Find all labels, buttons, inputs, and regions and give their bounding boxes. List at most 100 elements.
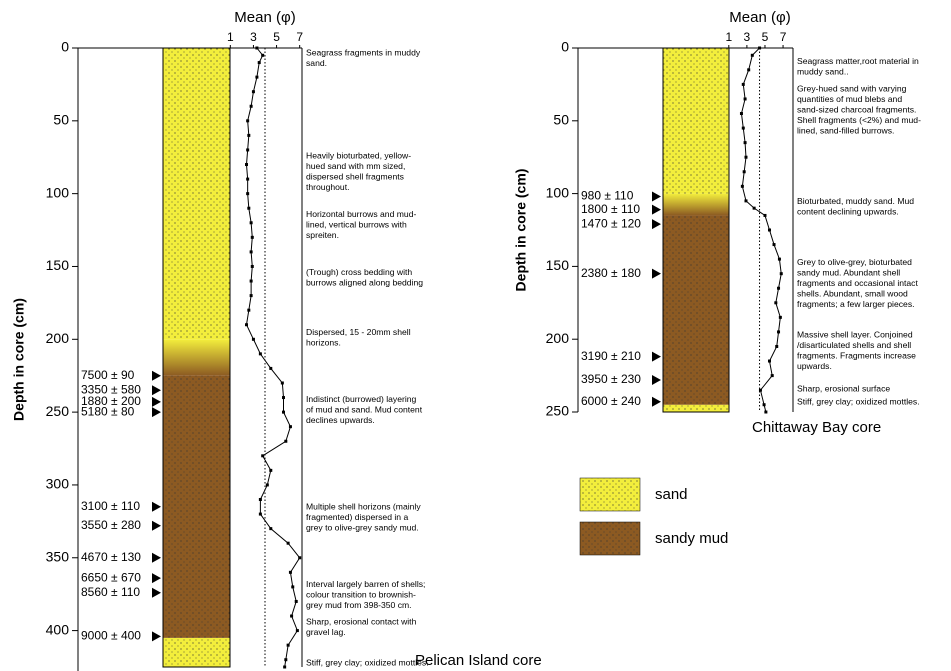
y-tick-label: 150 <box>546 257 570 273</box>
description-line: fragments. Fragments increase <box>797 351 916 361</box>
description: Heavily bioturbated, yellow-hued sand wi… <box>306 151 411 193</box>
mean-point <box>246 119 249 122</box>
mean-point <box>255 47 258 50</box>
mean-point <box>252 338 255 341</box>
description: Massive shell layer. Conjoined/disarticu… <box>797 330 916 372</box>
description-line: fragments; a few larger pieces. <box>797 299 915 309</box>
mean-point <box>261 54 264 57</box>
description-line: sand-sized charcoal fragments. <box>797 105 916 115</box>
description-line: lined, vertical burrows with <box>306 219 407 229</box>
description: Stiff, grey clay; oxidized mottles. <box>797 397 920 407</box>
mean-point <box>266 483 269 486</box>
description-line: of mud and sand. Mud content <box>306 404 423 414</box>
description-line: Stiff, grey clay; oxidized mottles. <box>306 658 429 668</box>
description-line: declines upwards. <box>306 415 375 425</box>
mean-line <box>247 48 300 667</box>
description-line: sandy mud. Abundant shell <box>797 267 900 277</box>
mean-point <box>258 61 261 64</box>
mean-point <box>245 323 248 326</box>
y-tick-label: 100 <box>546 184 570 200</box>
y-tick-label: 150 <box>46 257 70 273</box>
mean-point <box>747 68 750 71</box>
description-line: gravel lag. <box>306 627 346 637</box>
date-label: 980 ± 110 <box>581 189 634 203</box>
mean-point <box>247 207 250 210</box>
date-label: 4670 ± 130 <box>81 550 141 564</box>
description-line: Indistinct (burrowed) layering <box>306 394 417 404</box>
description-line: Massive shell layer. Conjoined <box>797 330 913 340</box>
mean-point <box>250 280 253 283</box>
x-axis-label: Mean (φ) <box>729 9 790 26</box>
date-label: 7500 ± 90 <box>81 368 135 382</box>
date-arrow <box>152 397 161 407</box>
mean-point <box>255 76 258 79</box>
description: Stiff, grey clay; oxidized mottles. <box>306 658 429 668</box>
mean-point <box>287 644 290 647</box>
y-tick-label: 300 <box>46 476 70 492</box>
mean-point <box>298 556 301 559</box>
mean-point <box>250 294 253 297</box>
x-tick-label: 1 <box>725 30 732 44</box>
mean-point <box>269 367 272 370</box>
description-line: horizons. <box>306 337 341 347</box>
mean-point <box>291 585 294 588</box>
mean-point <box>284 658 287 661</box>
description-line: dispersed shell fragments <box>306 172 404 182</box>
y-tick-label: 0 <box>61 39 69 55</box>
mean-point <box>777 330 780 333</box>
mean-line <box>741 48 781 412</box>
sand-texture <box>163 638 230 667</box>
mean-point <box>744 199 747 202</box>
x-tick-label: 5 <box>273 30 280 44</box>
y-tick-label: 250 <box>546 403 570 419</box>
description-line: /disarticulated shells and shell <box>797 340 911 350</box>
y-tick-label: 50 <box>53 112 69 128</box>
description: Multiple shell horizons (mainlyfragmente… <box>306 502 421 533</box>
description-line: Heavily bioturbated, yellow- <box>306 151 411 161</box>
y-tick-label: 400 <box>46 621 70 637</box>
x-tick-label: 7 <box>296 30 303 44</box>
sand-texture <box>663 405 729 412</box>
legend-label: sandy mud <box>655 530 728 547</box>
description: Sharp, erosional surface <box>797 384 890 394</box>
description-line: throughout. <box>306 182 349 192</box>
description-line: Stiff, grey clay; oxidized mottles. <box>797 397 920 407</box>
description-line: Grey to olive-grey, bioturbated <box>797 257 912 267</box>
mean-point <box>246 178 249 181</box>
mean-point <box>768 229 771 232</box>
description: Sharp, erosional contact withgravel lag. <box>306 617 417 638</box>
description: Horizontal burrows and mud-lined, vertic… <box>306 209 416 240</box>
page: 0501001502002503003504001357Mean (φ)Dept… <box>0 0 951 671</box>
mean-point <box>774 301 777 304</box>
mean-point <box>744 156 747 159</box>
mean-point <box>281 381 284 384</box>
mean-point <box>259 513 262 516</box>
mud-texture <box>163 376 230 638</box>
description: Grey-hued sand with varyingquantities of… <box>797 84 921 136</box>
mean-point <box>246 192 249 195</box>
mean-point <box>247 134 250 137</box>
date-arrow <box>652 219 661 229</box>
mean-point <box>743 170 746 173</box>
mean-point <box>778 258 781 261</box>
y-tick-label: 350 <box>46 548 70 564</box>
y-tick-label: 200 <box>546 330 570 346</box>
date-arrow <box>652 205 661 215</box>
description-line: lined, sand-filled burrows. <box>797 126 894 136</box>
mean-point <box>777 287 780 290</box>
x-axis-label: Mean (φ) <box>234 9 295 26</box>
date-arrow <box>152 553 161 563</box>
date-label: 6650 ± 670 <box>81 570 141 584</box>
core-title: Pelican Island core <box>415 652 542 669</box>
description-line: burrows aligned along bedding <box>306 278 423 288</box>
mean-point <box>744 141 747 144</box>
mean-point <box>296 629 299 632</box>
mean-point <box>289 571 292 574</box>
mean-point <box>764 411 767 414</box>
date-arrow <box>652 375 661 385</box>
description-line: muddy sand.. <box>797 67 849 77</box>
description-line: Multiple shell horizons (mainly <box>306 502 421 512</box>
